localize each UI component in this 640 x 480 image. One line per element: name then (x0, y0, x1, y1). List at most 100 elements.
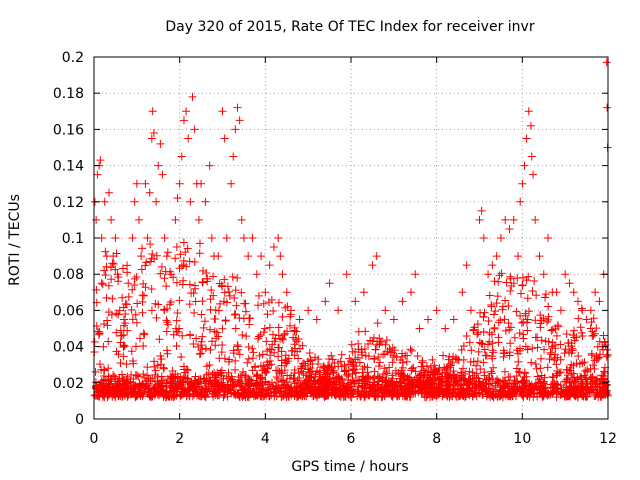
data-point (269, 243, 278, 252)
data-point (413, 352, 422, 361)
data-point (376, 337, 385, 346)
data-point (487, 352, 496, 361)
data-point (533, 372, 542, 381)
data-point (596, 391, 605, 400)
data-point (454, 385, 463, 394)
data-point (411, 270, 420, 279)
data-point (374, 353, 383, 362)
data-point (201, 393, 210, 402)
data-point (505, 351, 514, 360)
data-point (132, 179, 141, 188)
data-point (479, 358, 488, 367)
data-point (96, 382, 105, 391)
data-point (141, 384, 150, 393)
data-point (587, 318, 596, 327)
data-point (524, 272, 533, 281)
data-point (104, 381, 113, 390)
data-point (480, 368, 489, 377)
data-point (119, 315, 128, 324)
data-point (207, 286, 216, 295)
data-point (211, 306, 220, 315)
data-point (363, 363, 372, 372)
data-point (133, 391, 142, 400)
data-point (147, 254, 156, 263)
data-point (479, 312, 488, 321)
data-point (101, 271, 110, 280)
data-point (573, 393, 582, 402)
data-point (185, 391, 194, 400)
data-point (396, 378, 405, 387)
data-point (184, 385, 193, 394)
data-point (531, 359, 540, 368)
data-point (237, 288, 246, 297)
data-point (535, 252, 544, 261)
data-point (162, 282, 171, 291)
data-point (544, 302, 553, 311)
data-point (338, 385, 347, 394)
data-point (477, 339, 486, 348)
data-point (599, 331, 608, 340)
data-point (210, 314, 219, 323)
data-point (147, 134, 156, 143)
data-point (470, 377, 479, 386)
data-point (209, 272, 218, 281)
data-point (525, 379, 534, 388)
data-point (228, 272, 237, 281)
data-point (370, 354, 379, 363)
x-tick-label: 10 (513, 431, 531, 447)
data-point (199, 266, 208, 275)
data-point (183, 244, 192, 253)
data-point (137, 252, 146, 261)
data-point (468, 384, 477, 393)
data-point (92, 215, 101, 224)
data-point (263, 364, 272, 373)
data-point (128, 385, 137, 394)
data-point (128, 234, 137, 242)
data-point (552, 360, 561, 369)
data-point (487, 367, 496, 376)
data-point (282, 359, 291, 368)
data-point (133, 371, 142, 380)
data-point (480, 384, 489, 393)
data-point (201, 344, 210, 353)
data-point (261, 378, 270, 387)
data-point (532, 291, 541, 300)
data-point (552, 393, 561, 402)
data-point (319, 378, 328, 387)
data-point (484, 316, 493, 325)
data-point (212, 334, 221, 343)
data-point (473, 330, 482, 339)
data-point (140, 330, 149, 339)
data-point (295, 315, 304, 324)
data-point (252, 370, 261, 379)
data-point (99, 342, 108, 351)
data-point (185, 257, 194, 266)
data-point (492, 299, 501, 308)
data-point (462, 332, 471, 341)
data-point (409, 363, 418, 372)
data-point (537, 371, 546, 380)
data-point (276, 334, 285, 343)
data-point (440, 389, 449, 398)
data-point (382, 336, 391, 345)
data-point (505, 325, 514, 334)
data-point (565, 279, 574, 288)
data-point (485, 291, 494, 300)
data-point (111, 265, 120, 274)
data-point (551, 324, 560, 333)
data-point (147, 306, 156, 315)
data-point (234, 388, 243, 397)
data-point (124, 279, 133, 288)
data-point (212, 328, 221, 337)
data-point (578, 379, 587, 388)
data-point (494, 318, 503, 327)
data-point (328, 369, 337, 378)
data-point (374, 362, 383, 371)
data-point (108, 259, 117, 268)
data-point (490, 323, 499, 332)
data-point (91, 367, 100, 376)
data-point (434, 388, 443, 397)
y-tick-label: 0.12 (53, 195, 84, 211)
data-point (520, 388, 529, 397)
data-point (235, 116, 244, 125)
